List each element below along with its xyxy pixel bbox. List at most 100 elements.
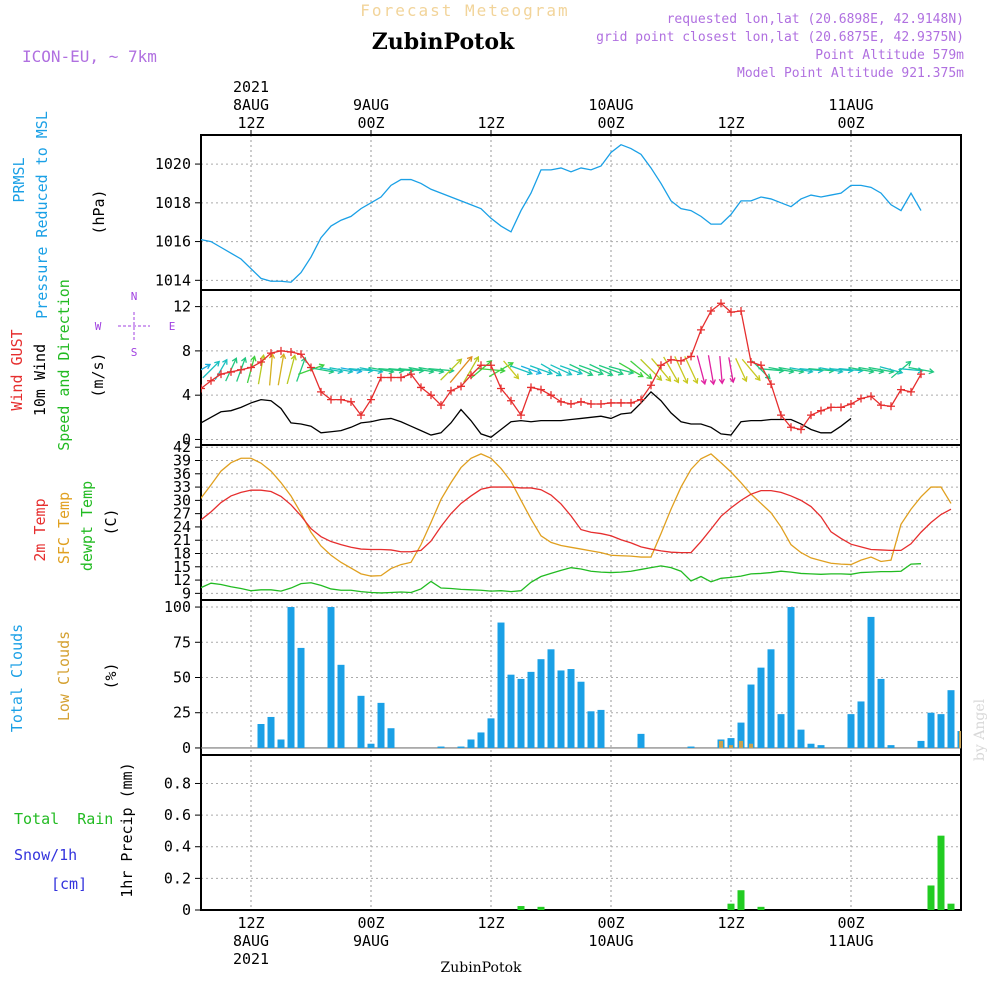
- y-tick-label-precip: 0: [182, 901, 191, 919]
- wind-arrow: [349, 367, 374, 374]
- wind-arrow-head: [279, 352, 287, 360]
- wind-gust-marker: [517, 411, 525, 420]
- y-tick-label-temp: 15: [173, 558, 191, 576]
- wind-gust-marker: [277, 346, 285, 355]
- time-label-top: 12Z: [237, 114, 264, 132]
- wind-gust-marker: [297, 350, 305, 359]
- wind-gust-marker: [787, 423, 795, 432]
- time-label-bottom: 8AUG: [233, 932, 269, 950]
- wind-gust-marker: [887, 402, 895, 411]
- total-cloud-bar: [867, 616, 875, 748]
- wind-arrow: [608, 365, 635, 375]
- wind-arrow-shaft: [418, 366, 444, 373]
- y-tick-label-wind: 8: [182, 342, 191, 360]
- temp-unit: (C): [102, 508, 120, 535]
- wind-arrow-shaft: [890, 361, 912, 379]
- y-tick-label-wind: 0: [182, 430, 191, 448]
- watermark: by Angel: [972, 698, 988, 761]
- wind-arrow-head: [473, 355, 480, 362]
- total-cloud-bar: [297, 647, 305, 748]
- y-tick-label-temp: 30: [173, 491, 191, 509]
- wind-arrow-shaft: [319, 367, 343, 373]
- wind-arrow-shaft: [618, 362, 644, 378]
- wind-arrow-head: [576, 369, 584, 376]
- wind-arrow-shaft: [808, 367, 834, 372]
- total-cloud-bar: [517, 678, 525, 748]
- wind-10m-line: [201, 390, 852, 438]
- total-cloud-bar: [477, 732, 485, 748]
- total-cloud-bar: [637, 733, 645, 748]
- wind-gust-marker: [377, 373, 385, 382]
- wind-gust-marker: [647, 381, 655, 390]
- wind-gust-marker: [627, 398, 635, 407]
- y-tick-label-temp: 12: [173, 571, 191, 589]
- wind-gust-marker: [507, 396, 515, 405]
- y-tick-label-precip: 0.4: [164, 838, 191, 856]
- time-label-top: 12Z: [717, 114, 744, 132]
- wind-arrow-shaft: [908, 366, 934, 373]
- y-tick-label-clouds: 75: [173, 633, 191, 651]
- wind-gust-marker: [677, 356, 685, 365]
- wind-arrow: [296, 356, 307, 382]
- time-label-bottom: 12Z: [717, 914, 744, 932]
- wind-arrow-head: [665, 375, 672, 382]
- total-cloud-bar: [797, 729, 805, 748]
- wind-arrow-shaft: [684, 356, 698, 384]
- compass-n: N: [131, 290, 138, 303]
- temp-2m-label: 2m Temp: [31, 498, 49, 561]
- time-label-bottom: 9AUG: [353, 932, 389, 950]
- y-tick-label-clouds: 100: [164, 598, 191, 616]
- wind-gust-marker: [727, 308, 735, 317]
- wind-gust-marker: [497, 384, 505, 393]
- wind-arrow-head: [857, 367, 864, 374]
- wind-gust-marker: [337, 395, 345, 404]
- low-cloud-bar: [729, 745, 733, 748]
- compass-w: W: [95, 320, 102, 333]
- compass-e: E: [169, 320, 176, 333]
- wind-arrow-head: [905, 360, 912, 367]
- wind-direction-label: Speed and Direction: [55, 279, 73, 451]
- y-tick-label-wind: 12: [173, 298, 191, 316]
- wind-arrow: [598, 364, 625, 376]
- wind-arrow-shaft: [741, 358, 761, 381]
- wind-gust-marker: [867, 392, 875, 401]
- wind-gust-marker: [447, 386, 455, 395]
- wind-gust-marker: [237, 365, 245, 374]
- y-axis-ticks: 1014101610181020048129121518212427303336…: [155, 155, 201, 919]
- total-cloud-bar: [497, 622, 505, 748]
- total-rain-label: Total Rain: [14, 810, 113, 828]
- total-cloud-bar: [337, 664, 345, 748]
- compass-s: S: [131, 346, 138, 359]
- time-label-bottom: 10AUG: [588, 932, 633, 950]
- wind-gust-marker: [697, 325, 705, 334]
- y-tick-label-temp: 42: [173, 438, 191, 456]
- wind-arrow-head: [241, 356, 247, 363]
- total-cloud-bar: [687, 746, 695, 748]
- wind-gust-marker: [247, 363, 255, 372]
- wind-arrow-shaft: [503, 360, 519, 379]
- wind-arrow-shaft: [408, 366, 434, 373]
- time-label-top: 8AUG: [233, 96, 269, 114]
- wind-gust-marker: [537, 385, 545, 394]
- wind-arrow-shaft: [550, 364, 572, 376]
- requested-coords: requested lon,lat (20.6898E, 42.9148N): [667, 12, 964, 27]
- pressure-label-short: PRMSL: [10, 157, 28, 202]
- wind-gust-marker: [227, 367, 235, 376]
- wind-gust-marker: [287, 348, 295, 356]
- y-tick-label-clouds: 0: [182, 739, 191, 757]
- total-cloud-bar: [557, 670, 565, 748]
- total-cloud-bar: [787, 607, 795, 748]
- wind-arrow-head: [456, 358, 463, 365]
- wind-unit: (m/s): [89, 352, 107, 397]
- total-cloud-bar: [457, 746, 465, 748]
- wind-gust-marker: [757, 361, 765, 370]
- wind-arrow-shaft: [663, 356, 679, 383]
- y-tick-label-clouds: 50: [173, 669, 191, 687]
- model-label: ICON-EU, ~ 7km: [22, 47, 157, 66]
- panel-frames: [200, 134, 962, 911]
- wind-gust-marker: [437, 401, 445, 410]
- y-tick-label-temp: 39: [173, 452, 191, 470]
- wind-arrow: [741, 358, 761, 382]
- wind-gust-marker: [457, 382, 465, 391]
- wind-arrow-head: [555, 370, 563, 377]
